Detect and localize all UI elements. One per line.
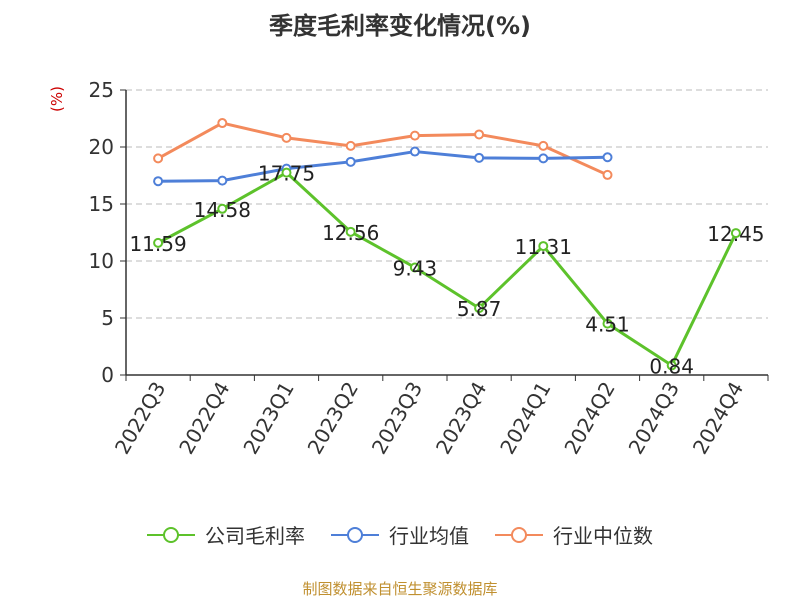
legend-item: 行业中位数: [495, 520, 653, 549]
x-tick-label: 2024Q3: [624, 378, 684, 459]
legend-marker: [147, 525, 195, 545]
data-label: 4.51: [585, 313, 630, 337]
data-point: [538, 140, 549, 151]
data-label: 11.59: [129, 232, 186, 256]
legend-item: 公司毛利率: [147, 520, 305, 549]
data-label: 11.31: [515, 235, 572, 259]
x-tick-label: 2023Q1: [238, 378, 298, 459]
legend-label: 行业中位数: [553, 524, 653, 548]
legend-label: 行业均值: [389, 524, 469, 548]
data-point: [602, 152, 613, 163]
y-tick-label: 5: [101, 306, 114, 330]
series-line: [157, 121, 609, 177]
x-tick-label: 2023Q2: [303, 378, 363, 459]
x-tick-label: 2022Q3: [110, 378, 170, 459]
data-point: [474, 303, 485, 314]
data-point: [345, 226, 356, 237]
data-point: [153, 153, 164, 164]
data-label: 12.45: [707, 222, 764, 246]
data-point: [345, 156, 356, 167]
x-tick-label: 2023Q4: [431, 377, 491, 458]
data-label: 9.43: [393, 256, 438, 280]
legend-item: 行业均值: [331, 520, 469, 549]
x-tick-label: 2024Q2: [559, 378, 619, 459]
data-point: [217, 118, 228, 129]
data-point: [602, 169, 613, 180]
line-chart: 0 5 10 15 20 25 2022Q3 2022Q4 2023Q1 2023Q2 2023Q3…: [89, 78, 769, 459]
y-tick-label: 10: [89, 249, 114, 273]
data-point: [281, 132, 292, 143]
y-tick-label: 25: [89, 78, 114, 102]
y-tick-label: 20: [89, 135, 114, 159]
data-point: [474, 129, 485, 140]
data-label: 5.87: [457, 297, 502, 321]
x-tick-label: 2023Q3: [367, 378, 427, 459]
data-point: [345, 140, 356, 151]
data-point: [409, 146, 420, 157]
data-label: 12.56: [322, 221, 379, 245]
legend-marker: [331, 525, 379, 545]
legend: 公司毛利率 行业均值 行业中位数: [0, 520, 800, 549]
data-point: [153, 176, 164, 187]
x-tick-label: 2024Q1: [495, 378, 555, 459]
data-label: 14.58: [194, 198, 251, 222]
data-point: [474, 152, 485, 163]
series-line: [158, 150, 608, 183]
data-point: [538, 153, 549, 164]
data-source-note: 制图数据来自恒生聚源数据库: [302, 580, 498, 598]
data-label: 0.84: [649, 354, 694, 378]
y-tick-label: 0: [101, 363, 114, 387]
data-point: [217, 175, 228, 186]
data-label: 17.75: [258, 162, 315, 186]
data-point: [409, 262, 420, 273]
data-point: [538, 241, 549, 252]
data-point: [217, 203, 228, 214]
chart-title: 季度毛利率变化情况(%): [269, 12, 531, 40]
y-tick-label: 15: [89, 192, 114, 216]
data-point: [730, 228, 741, 239]
data-point: [602, 318, 613, 329]
data-point: [409, 130, 420, 141]
data-point: [281, 167, 292, 178]
data-point: [153, 237, 164, 248]
legend-marker: [495, 525, 543, 545]
data-point: [666, 360, 677, 371]
x-tick-label: 2022Q4: [174, 378, 234, 459]
legend-label: 公司毛利率: [205, 524, 305, 548]
series-line: [157, 171, 738, 367]
x-tick-label: 2024Q4: [688, 378, 748, 459]
